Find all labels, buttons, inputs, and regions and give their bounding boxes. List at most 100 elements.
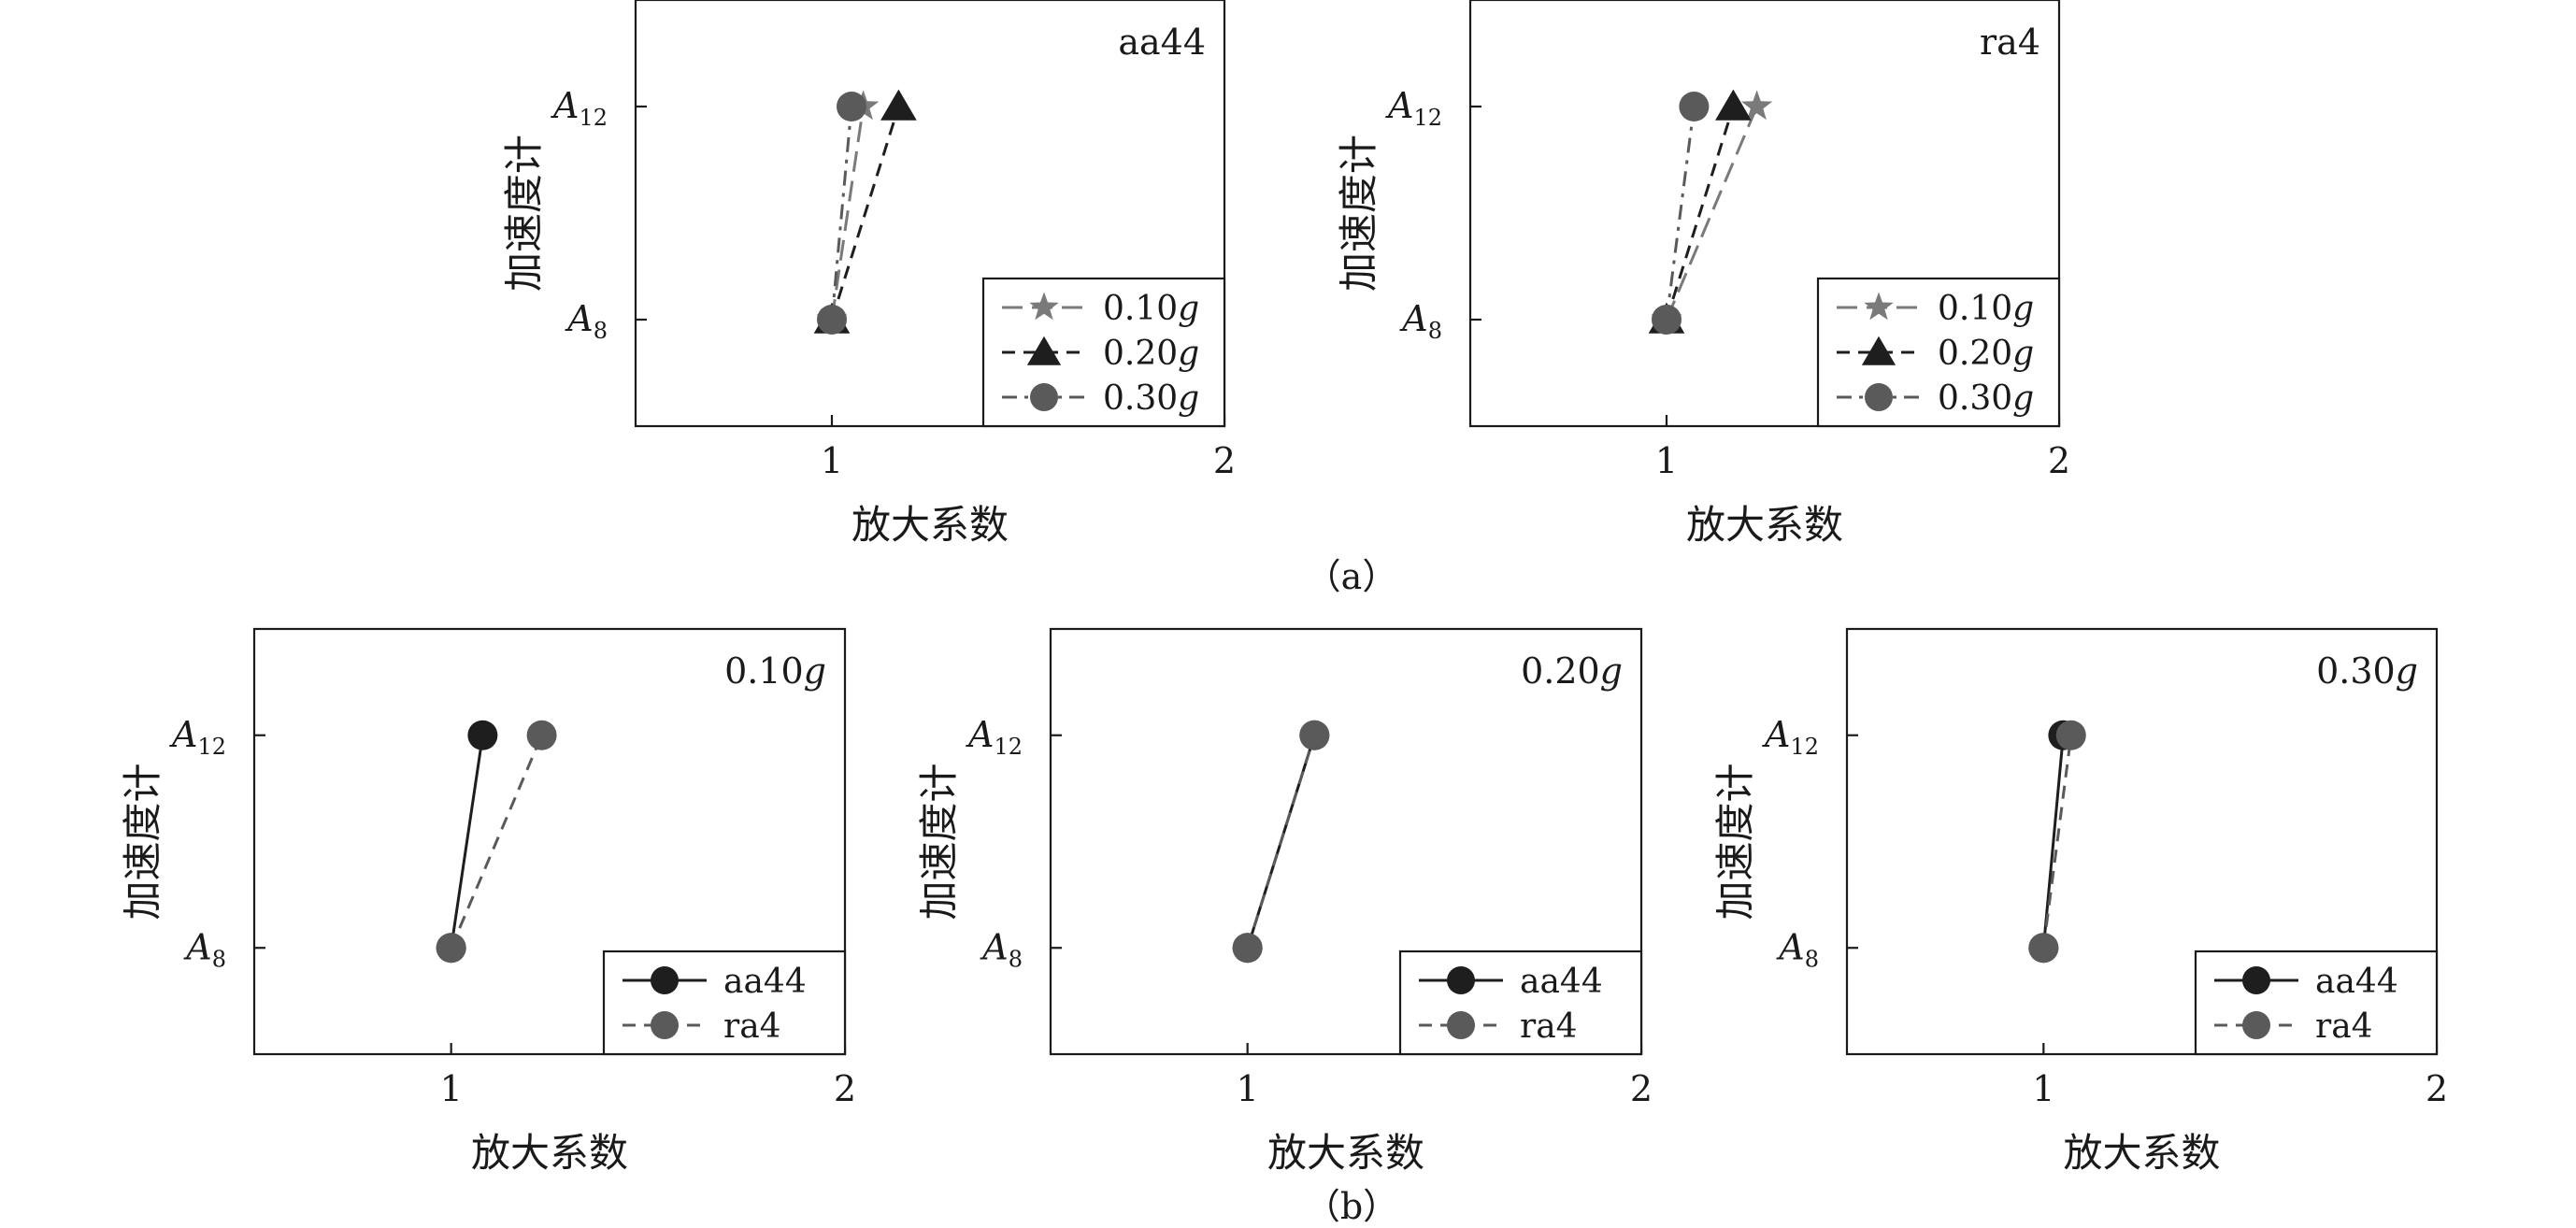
series-line: [830, 106, 900, 321]
data-point: [1652, 305, 1682, 335]
x-tick-label: 2: [1213, 440, 1236, 481]
x-tick-label: 1: [821, 440, 843, 481]
y-axis-title: 加速度计: [501, 135, 547, 292]
panel-label: ra4: [1980, 21, 2040, 63]
x-axis-title: 放大系数: [2063, 1130, 2220, 1176]
legend-marker: [1030, 383, 1058, 411]
legend-marker: [1861, 336, 1896, 365]
y-tick-label: A8: [1776, 926, 1819, 972]
chart-panel-4: 1 2 A8 A12 放大系数 加速度计 0.20g aa44 ra4: [916, 627, 1653, 1176]
series-line: [1665, 106, 1696, 321]
data-point: [1299, 720, 1330, 750]
y-tick-label: A8: [565, 298, 608, 344]
legend-item: aa44: [1419, 963, 1603, 1001]
legend-marker: [1026, 336, 1062, 365]
legend-item: 0.30g: [1837, 379, 2034, 418]
data-point: [817, 305, 847, 335]
legend-marker: [1029, 292, 1059, 321]
panel-label: 0.20g: [1521, 650, 1623, 692]
legend-marker: [2242, 1011, 2270, 1039]
chart-panel-2: 1 2 A8 A12 放大系数 加速度计 ra4 0.10g 0.20g 0.30g: [1336, 0, 2070, 548]
series-line: [830, 106, 866, 321]
legend-item: 0.10g: [1002, 290, 1199, 328]
y-tick-label: A12: [1385, 85, 1442, 131]
x-tick-label: 2: [1630, 1068, 1653, 1109]
panel-label: 0.10g: [724, 650, 826, 692]
x-tick-label: 2: [2426, 1068, 2448, 1109]
legend: aa44 ra4: [2194, 950, 2439, 1056]
data-point: [436, 933, 466, 964]
panel-label: aa44: [1118, 21, 1206, 63]
x-axis-title: 放大系数: [852, 502, 1009, 548]
legend-item: aa44: [2214, 963, 2398, 1001]
series-line: [2041, 735, 2065, 949]
y-tick-label: A8: [1399, 298, 1442, 344]
y-axis-title: 加速度计: [916, 763, 962, 920]
legend-box: [602, 950, 847, 1056]
plot-frame: [1049, 627, 1643, 1056]
y-axis-title: 加速度计: [1712, 763, 1758, 920]
data-point: [2028, 933, 2059, 964]
plot-frame: [1468, 0, 2061, 428]
x-axis-title: 放大系数: [471, 1130, 628, 1176]
data-point: [1715, 89, 1752, 121]
legend-label: aa44: [1520, 963, 1603, 1001]
legend-label: ra4: [2315, 1007, 2373, 1046]
plot-frame: [1845, 627, 2439, 1056]
series-ra4: [436, 720, 557, 964]
y-tick-label: A8: [980, 926, 1023, 972]
x-axis-title: 放大系数: [1267, 1130, 1424, 1176]
series-line: [1246, 735, 1316, 949]
series-line: [2041, 735, 2073, 949]
series-line: [450, 735, 543, 949]
legend-marker: [1865, 383, 1893, 411]
data-point: [1232, 933, 1263, 964]
legend-box: [1398, 950, 1643, 1056]
x-tick-label: 2: [2048, 440, 2070, 481]
plot-frame: [252, 627, 847, 1056]
legend: aa44 ra4: [602, 950, 847, 1056]
data-point: [880, 89, 917, 121]
legend-item: ra4: [2214, 1007, 2373, 1046]
legend-label: ra4: [1520, 1007, 1578, 1046]
y-tick-label: A12: [1762, 714, 1819, 760]
series-line: [830, 106, 853, 321]
legend-label: aa44: [2315, 963, 2398, 1001]
plot-frame: [634, 0, 1226, 428]
series-ra4: [2028, 720, 2086, 964]
legend-box: [1816, 277, 2061, 428]
legend: aa44 ra4: [1398, 950, 1643, 1056]
y-axis-title: 加速度计: [1336, 135, 1381, 292]
chart-panel-5: 1 2 A8 A12 放大系数 加速度计 0.30g aa44 ra4: [1712, 627, 2448, 1176]
legend-label: 0.20g: [1938, 335, 2034, 373]
series-0.30g: [817, 92, 866, 335]
legend-marker: [651, 966, 679, 994]
legend-label: 0.10g: [1103, 290, 1199, 328]
y-axis-title: 加速度计: [120, 763, 165, 920]
data-point: [1679, 92, 1710, 121]
legend-item: aa44: [623, 963, 807, 1001]
legend-item: 0.30g: [1002, 379, 1199, 418]
x-tick-label: 1: [1655, 440, 1678, 481]
series-0.30g: [1652, 92, 1710, 335]
legend-marker: [1447, 1011, 1475, 1039]
caption-a: （a）: [1306, 556, 1398, 597]
legend: 0.10g 0.20g 0.30g: [1816, 277, 2061, 428]
legend-label: aa44: [723, 963, 807, 1001]
legend-box: [2194, 950, 2439, 1056]
legend-item: 0.20g: [1002, 335, 1199, 373]
legend-marker: [1864, 292, 1894, 321]
legend-label: ra4: [723, 1007, 781, 1046]
y-tick-label: A12: [169, 714, 226, 760]
legend-label: 0.30g: [1103, 379, 1199, 418]
y-tick-label: A8: [183, 926, 226, 972]
x-tick-label: 1: [440, 1068, 463, 1109]
data-point: [837, 92, 866, 121]
y-tick-label: A12: [551, 85, 608, 131]
x-axis-title: 放大系数: [1686, 502, 1843, 548]
legend: 0.10g 0.20g 0.30g: [981, 277, 1226, 428]
caption-b: （b）: [1305, 1186, 1398, 1227]
x-tick-label: 1: [2032, 1068, 2054, 1109]
legend-label: 0.20g: [1103, 335, 1199, 373]
legend-label: 0.30g: [1938, 379, 2034, 418]
